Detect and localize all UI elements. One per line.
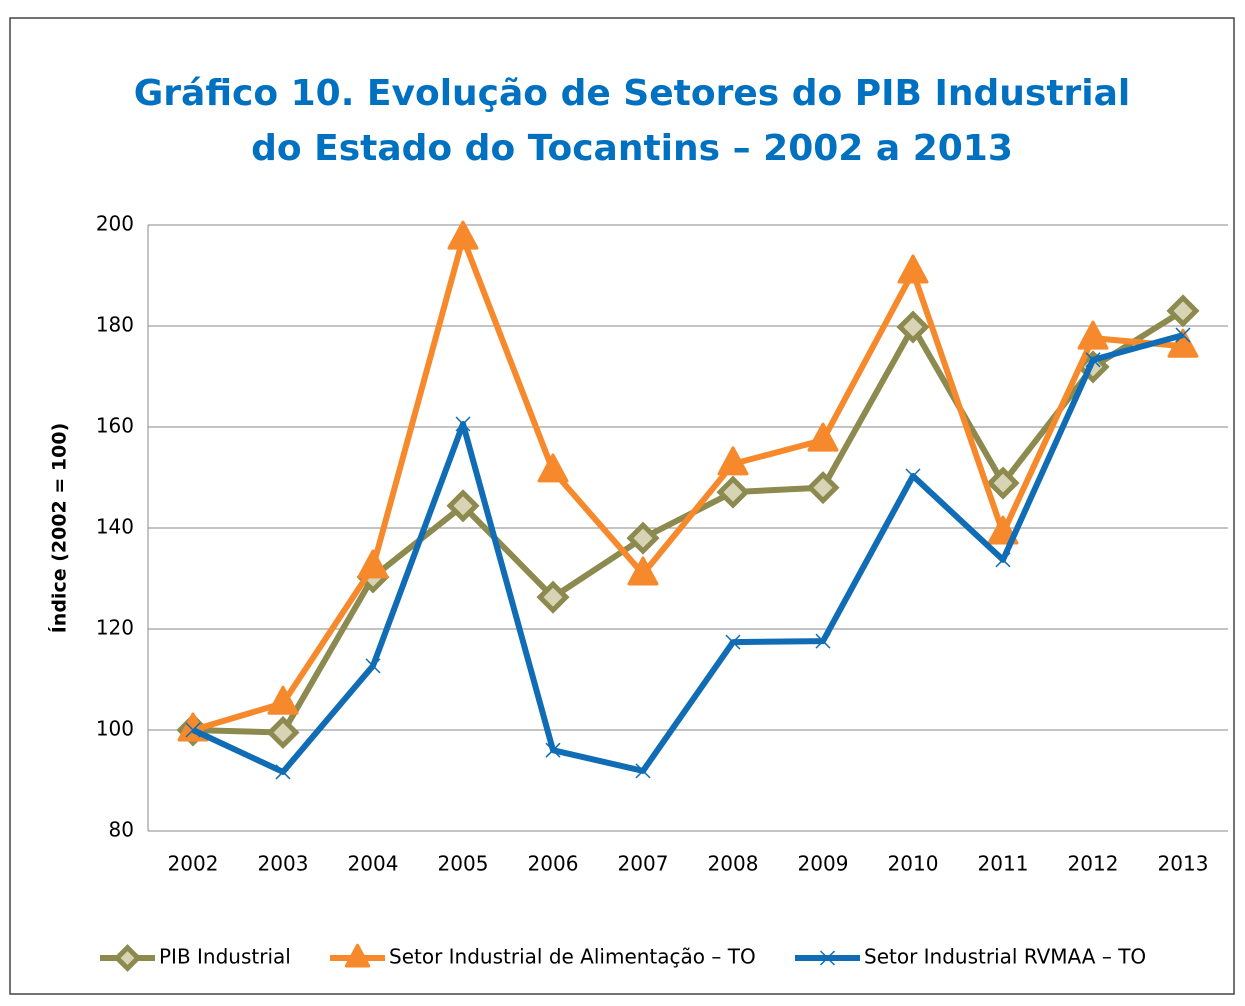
legend-marker — [819, 950, 836, 966]
y-tick-label: 140 — [96, 515, 134, 539]
legend-marker — [344, 943, 371, 968]
marker — [905, 468, 921, 484]
y-tick-label: 180 — [96, 313, 134, 337]
marker — [717, 446, 749, 476]
marker — [987, 515, 1019, 545]
x-tick-label: 2004 — [348, 852, 399, 876]
legend-label: PIB Industrial — [159, 945, 291, 969]
x-tick-label: 2005 — [438, 852, 489, 876]
x-tick-label: 2010 — [888, 852, 939, 876]
x-tick-label: 2013 — [1158, 852, 1209, 876]
marker — [545, 742, 561, 758]
marker — [807, 422, 839, 452]
marker — [536, 580, 570, 614]
marker — [365, 658, 381, 674]
x-tick-label: 2009 — [798, 852, 849, 876]
x-tick-label: 2012 — [1068, 852, 1119, 876]
x-tick-label: 2011 — [978, 852, 1029, 876]
legend-marker — [113, 944, 142, 972]
marker — [275, 764, 291, 780]
marker — [447, 220, 479, 250]
marker — [635, 763, 651, 779]
chart-title: Gráfico 10. Evolução de Setores do PIB I… — [134, 73, 1131, 114]
series-line — [191, 332, 1184, 775]
marker — [716, 475, 750, 509]
marker — [1167, 328, 1199, 358]
y-tick-label: 200 — [96, 212, 134, 236]
series-line — [192, 235, 1184, 733]
marker — [185, 722, 201, 738]
x-tick-label: 2002 — [168, 852, 219, 876]
marker — [986, 466, 1020, 500]
marker — [626, 521, 660, 555]
marker — [627, 556, 659, 586]
y-tick-label: 120 — [96, 616, 134, 640]
marker — [815, 633, 831, 649]
marker — [1077, 320, 1109, 350]
y-axis-label: Índice (2002 = 100) — [48, 423, 71, 634]
x-tick-label: 2003 — [258, 852, 309, 876]
marker — [446, 489, 480, 523]
marker — [1085, 352, 1101, 368]
marker — [806, 471, 840, 505]
marker — [1166, 294, 1200, 328]
x-tick-label: 2007 — [618, 852, 669, 876]
marker — [725, 634, 741, 650]
marker — [896, 310, 930, 344]
legend-label: Setor Industrial de Alimentação – TO — [389, 945, 756, 969]
x-tick-label: 2008 — [708, 852, 759, 876]
y-tick-label: 160 — [96, 414, 134, 438]
marker — [357, 549, 389, 579]
marker — [1175, 327, 1191, 343]
marker — [897, 254, 929, 284]
y-tick-label: 100 — [96, 717, 134, 741]
marker — [455, 416, 471, 432]
marker — [995, 552, 1011, 568]
marker — [267, 685, 299, 715]
marker — [266, 715, 300, 750]
chart-title: do Estado do Tocantins – 2002 a 2013 — [251, 128, 1013, 169]
y-tick-label: 80 — [109, 818, 134, 842]
marker — [537, 453, 569, 483]
x-tick-label: 2006 — [528, 852, 579, 876]
legend-label: Setor Industrial RVMAA – TO — [864, 945, 1146, 969]
